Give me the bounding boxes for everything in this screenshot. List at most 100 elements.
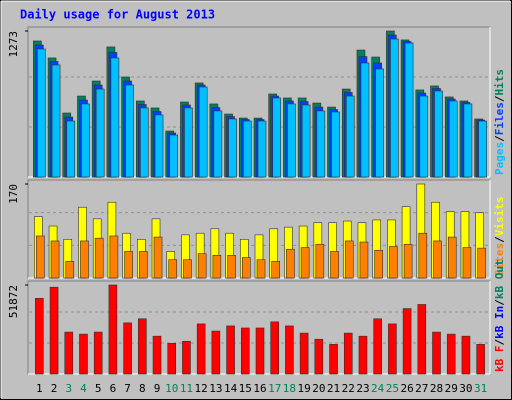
bar bbox=[108, 284, 118, 375]
bar bbox=[255, 327, 265, 375]
bar bbox=[110, 57, 120, 178]
bar bbox=[343, 332, 353, 375]
legend: kB F/kB In/kB Out bbox=[493, 259, 506, 372]
bar bbox=[211, 330, 221, 375]
x-tick-label: 3 bbox=[65, 382, 72, 395]
bar bbox=[153, 236, 163, 279]
bar bbox=[330, 251, 339, 279]
x-tick-label: 24 bbox=[371, 382, 385, 395]
bar bbox=[138, 318, 147, 375]
bar bbox=[300, 247, 310, 279]
x-tick-label: 6 bbox=[110, 382, 117, 395]
bar bbox=[241, 257, 251, 279]
bar bbox=[375, 68, 384, 178]
bar bbox=[476, 344, 485, 375]
bar bbox=[242, 120, 252, 178]
bar bbox=[417, 304, 427, 375]
bar bbox=[169, 134, 179, 178]
bar bbox=[316, 110, 326, 178]
x-tick-label: 27 bbox=[415, 382, 428, 395]
bar bbox=[140, 107, 149, 178]
bar bbox=[227, 255, 236, 279]
x-tick-label: 25 bbox=[386, 382, 399, 395]
legend-entry: kB Out bbox=[493, 259, 506, 299]
y-tick-label: 1273 bbox=[7, 31, 20, 58]
x-tick-label: 20 bbox=[312, 382, 325, 395]
bar bbox=[93, 331, 103, 375]
bar bbox=[196, 323, 206, 375]
x-tick-label: 22 bbox=[342, 382, 355, 395]
bar bbox=[79, 333, 88, 375]
legend-entry: Files bbox=[493, 102, 506, 135]
bar bbox=[184, 107, 193, 178]
bar bbox=[461, 335, 471, 375]
bar bbox=[402, 308, 412, 375]
bar bbox=[388, 323, 397, 375]
bar bbox=[374, 250, 383, 279]
bar bbox=[240, 327, 250, 375]
y-tick-label: 51872 bbox=[7, 285, 20, 318]
bar bbox=[271, 261, 281, 279]
x-tick-label: 2 bbox=[51, 382, 58, 395]
x-tick-label: 7 bbox=[124, 382, 131, 395]
bar bbox=[331, 111, 340, 178]
legend-separator: / bbox=[493, 236, 506, 243]
legend-entry: kB In bbox=[493, 306, 506, 339]
bar bbox=[285, 325, 294, 375]
legend: Sites/Visits bbox=[493, 197, 506, 277]
x-tick-label: 1 bbox=[36, 382, 43, 395]
bar bbox=[404, 42, 414, 178]
x-tick-label: 15 bbox=[239, 382, 252, 395]
x-tick-label: 5 bbox=[95, 382, 102, 395]
x-tick-label: 30 bbox=[459, 382, 472, 395]
bar bbox=[139, 251, 148, 279]
bar bbox=[329, 344, 338, 375]
legend-entry: Hits bbox=[493, 69, 506, 96]
bar bbox=[373, 318, 382, 375]
bar bbox=[389, 246, 398, 279]
x-tick-label: 26 bbox=[400, 382, 413, 395]
legend: Pages/Files/Hits bbox=[493, 69, 506, 175]
bar bbox=[448, 100, 458, 178]
bar bbox=[66, 120, 76, 178]
bar bbox=[360, 62, 370, 178]
bar bbox=[432, 331, 441, 375]
bar bbox=[80, 240, 89, 279]
bar bbox=[36, 235, 45, 279]
legend-entry: Visits bbox=[493, 197, 506, 237]
bar bbox=[197, 253, 207, 279]
x-tick-label: 9 bbox=[154, 382, 161, 395]
bar bbox=[124, 251, 133, 279]
chart-title: Daily usage for August 2013 bbox=[20, 8, 215, 22]
bar bbox=[213, 110, 223, 178]
bar bbox=[49, 286, 59, 375]
x-tick-label: 18 bbox=[283, 382, 296, 395]
x-tick-label: 19 bbox=[298, 382, 311, 395]
bar bbox=[183, 259, 192, 279]
bar bbox=[37, 48, 46, 178]
x-tick-label: 17 bbox=[268, 382, 281, 395]
x-tick-label: 11 bbox=[180, 382, 193, 395]
bar bbox=[434, 90, 443, 178]
bar bbox=[228, 118, 237, 178]
bar bbox=[198, 86, 208, 178]
x-tick-label: 31 bbox=[474, 382, 487, 395]
bar bbox=[314, 338, 324, 375]
bar bbox=[167, 343, 177, 375]
x-tick-label: 29 bbox=[445, 382, 458, 395]
bar bbox=[477, 247, 486, 279]
bar bbox=[81, 103, 90, 178]
bar bbox=[301, 104, 311, 178]
bar bbox=[226, 325, 235, 375]
x-tick-label: 28 bbox=[430, 382, 443, 395]
bar bbox=[419, 95, 429, 178]
legend-separator: / bbox=[493, 95, 506, 102]
x-tick-label: 4 bbox=[80, 382, 87, 395]
bar bbox=[94, 237, 104, 279]
bar bbox=[51, 64, 61, 178]
x-tick-label: 12 bbox=[195, 382, 208, 395]
bar bbox=[152, 335, 162, 375]
bar bbox=[418, 232, 428, 279]
bar bbox=[345, 95, 355, 178]
bar bbox=[123, 322, 132, 375]
